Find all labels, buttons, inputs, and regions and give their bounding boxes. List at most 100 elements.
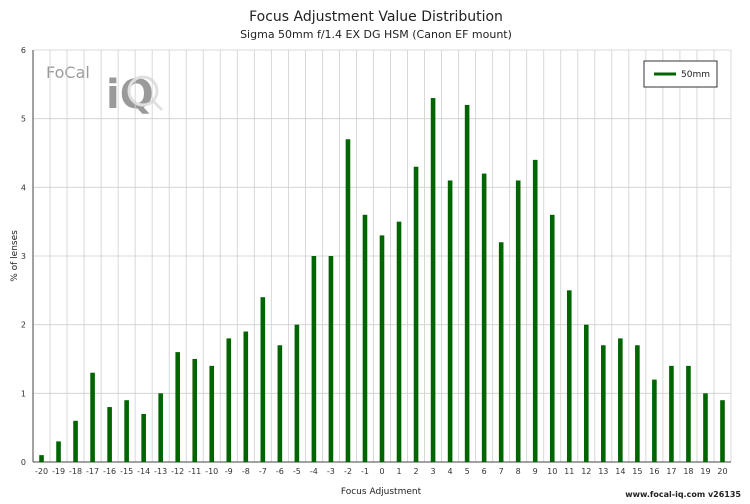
x-tick-label: -2 xyxy=(344,467,352,476)
bar xyxy=(566,290,572,462)
bar xyxy=(362,214,368,462)
chart-title: Focus Adjustment Value Distribution xyxy=(249,9,503,25)
y-tick-label: 6 xyxy=(21,46,26,55)
x-tick-label: 11 xyxy=(564,467,574,476)
bar xyxy=(243,331,249,462)
bar xyxy=(226,338,232,462)
x-tick-label: 16 xyxy=(649,467,659,476)
x-tick-label: -9 xyxy=(225,467,233,476)
x-axis-label: Focus Adjustment xyxy=(341,487,422,497)
x-tick-label: -11 xyxy=(188,467,201,476)
bar xyxy=(703,393,708,462)
x-tick-label: 12 xyxy=(581,467,591,476)
x-tick-label: -3 xyxy=(327,467,335,476)
y-axis-label: % of lenses xyxy=(10,230,20,282)
y-tick-label: 5 xyxy=(21,115,26,124)
bar xyxy=(652,379,657,462)
bar xyxy=(192,359,198,462)
legend-label: 50mm xyxy=(681,70,710,80)
x-tick-label: 13 xyxy=(598,467,608,476)
bar xyxy=(260,297,266,462)
bar xyxy=(464,104,470,462)
bar xyxy=(601,345,606,462)
footer-url: www.focal-iq.com v26135 xyxy=(625,490,741,499)
x-tick-label: -5 xyxy=(293,467,301,476)
bar xyxy=(107,407,112,462)
bar xyxy=(311,256,317,462)
bar xyxy=(618,338,623,462)
x-tick-label: -1 xyxy=(361,467,369,476)
logo-text-iq: iQ xyxy=(106,72,154,118)
bar xyxy=(481,173,487,462)
bar xyxy=(379,235,385,462)
x-tick-label: -19 xyxy=(52,467,65,476)
x-tick-label: -8 xyxy=(242,467,250,476)
x-tick-label: 5 xyxy=(465,467,470,476)
bar xyxy=(669,365,674,462)
x-tick-label: 8 xyxy=(516,467,521,476)
bar xyxy=(141,413,146,462)
y-tick-label: 0 xyxy=(21,458,26,467)
x-tick-label: -20 xyxy=(35,467,48,476)
x-tick-label: 18 xyxy=(683,467,693,476)
x-tick-label: 2 xyxy=(414,467,419,476)
x-tick-label: -6 xyxy=(276,467,284,476)
y-tick-label: 3 xyxy=(21,252,26,261)
x-tick-label: -16 xyxy=(103,467,116,476)
legend: 50mm xyxy=(643,60,718,88)
x-tick-label: 4 xyxy=(448,467,453,476)
focal-iq-logo: FoCal iQ xyxy=(46,63,164,118)
x-tick-label: 9 xyxy=(533,467,538,476)
x-tick-label: -17 xyxy=(86,467,99,476)
x-tick-label: 20 xyxy=(717,467,727,476)
bar xyxy=(583,324,589,462)
y-tick-label: 2 xyxy=(21,321,26,330)
bar xyxy=(175,352,181,462)
chart-subtitle: Sigma 50mm f/1.4 EX DG HSM (Canon EF mou… xyxy=(240,28,512,41)
x-tick-label: 6 xyxy=(482,467,487,476)
bar xyxy=(277,345,283,462)
x-tick-label: 1 xyxy=(396,467,401,476)
bar xyxy=(430,98,436,463)
bar xyxy=(124,400,129,462)
bar xyxy=(515,180,521,462)
bar xyxy=(56,441,61,462)
bar xyxy=(345,139,351,462)
bar xyxy=(328,256,334,462)
bar xyxy=(447,180,453,462)
bar xyxy=(498,242,504,462)
x-tick-label: -14 xyxy=(137,467,150,476)
bar xyxy=(396,221,402,462)
bar xyxy=(413,166,419,462)
bar xyxy=(90,372,95,462)
bar xyxy=(294,324,300,462)
logo-lens-ring xyxy=(127,75,159,107)
x-tick-label: 19 xyxy=(700,467,710,476)
x-tick-label: 17 xyxy=(666,467,676,476)
y-tick-label: 4 xyxy=(21,183,26,192)
x-tick-label: 0 xyxy=(379,467,384,476)
x-tick-label: -4 xyxy=(310,467,318,476)
bar xyxy=(686,365,691,462)
x-tick-label: -12 xyxy=(171,467,184,476)
x-tick-label: -13 xyxy=(154,467,167,476)
x-tick-label: -18 xyxy=(69,467,82,476)
x-tick-label: -10 xyxy=(205,467,218,476)
bar xyxy=(158,393,163,462)
bar xyxy=(39,455,44,462)
bar xyxy=(720,400,725,462)
logo-text-focal: FoCal xyxy=(46,63,90,82)
x-tick-label: 3 xyxy=(431,467,436,476)
x-tick-label: 15 xyxy=(632,467,642,476)
logo-lens-handle xyxy=(151,99,164,112)
x-tick-label: -7 xyxy=(259,467,267,476)
bar xyxy=(549,214,555,462)
x-tick-label: 10 xyxy=(547,467,557,476)
x-tick-label: 14 xyxy=(615,467,625,476)
bar xyxy=(635,345,640,462)
bar xyxy=(209,365,215,462)
y-tick-label: 1 xyxy=(21,389,26,398)
